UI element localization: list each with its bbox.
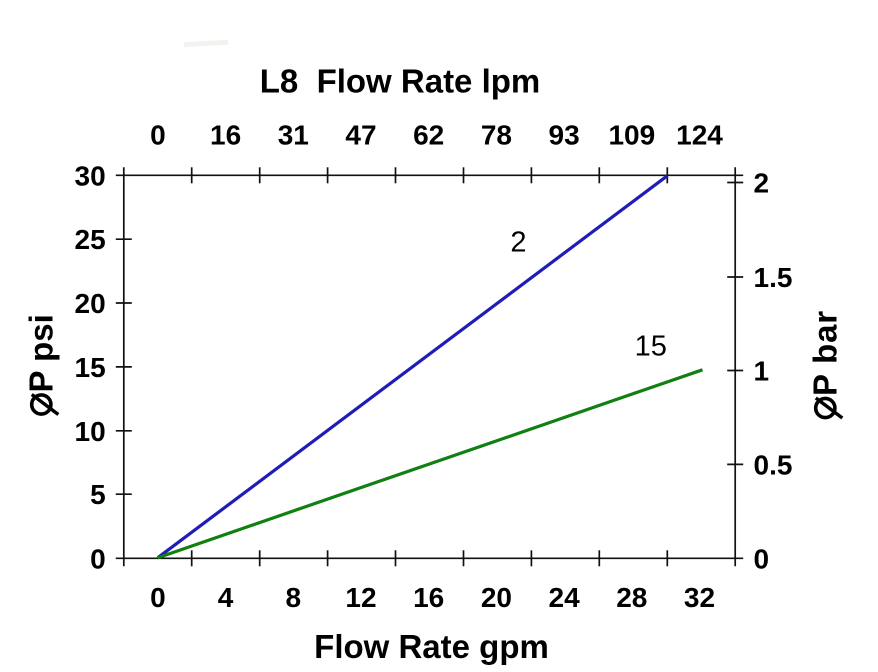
svg-text:12: 12	[345, 582, 376, 613]
svg-text:1.5: 1.5	[754, 262, 793, 293]
svg-text:0: 0	[754, 544, 770, 575]
svg-text:P psi: P psi	[22, 314, 59, 392]
svg-text:Flow Rate gpm: Flow Rate gpm	[314, 628, 549, 665]
svg-text:20: 20	[481, 582, 512, 613]
svg-text:0: 0	[150, 120, 166, 151]
svg-text:25: 25	[75, 224, 106, 255]
svg-text:20: 20	[75, 288, 106, 319]
svg-text:0.5: 0.5	[754, 449, 793, 480]
svg-text:16: 16	[413, 582, 444, 613]
svg-text:124: 124	[676, 120, 723, 151]
svg-text:109: 109	[608, 120, 655, 151]
svg-text:4: 4	[218, 582, 234, 613]
svg-text:2: 2	[754, 168, 770, 199]
svg-text:62: 62	[413, 120, 444, 151]
svg-text:24: 24	[549, 582, 581, 613]
svg-text:78: 78	[481, 120, 512, 151]
svg-text:0: 0	[90, 543, 106, 574]
svg-text:L8 Flow Rate lpm: L8 Flow Rate lpm	[260, 63, 541, 100]
svg-text:31: 31	[278, 120, 309, 151]
svg-text:47: 47	[345, 120, 376, 151]
svg-text:0: 0	[150, 582, 166, 613]
svg-text:10: 10	[75, 416, 106, 447]
svg-text:8: 8	[286, 582, 302, 613]
svg-text:30: 30	[75, 160, 106, 191]
svg-text:15: 15	[75, 352, 106, 383]
svg-text:93: 93	[549, 120, 580, 151]
svg-text:5: 5	[90, 479, 106, 510]
svg-text:32: 32	[684, 582, 715, 613]
svg-text:P bar: P bar	[806, 310, 843, 396]
svg-text:28: 28	[616, 582, 647, 613]
svg-text:1: 1	[754, 356, 770, 387]
svg-text:16: 16	[210, 120, 241, 151]
svg-text:2: 2	[510, 227, 526, 259]
svg-text:15: 15	[635, 331, 667, 363]
